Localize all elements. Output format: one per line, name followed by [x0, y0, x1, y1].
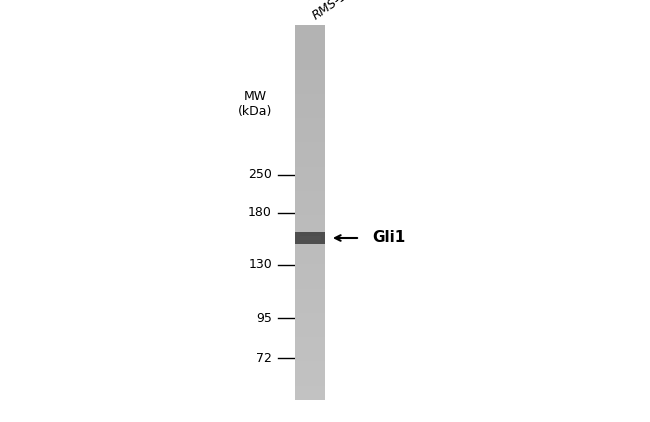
- Text: MW
(kDa): MW (kDa): [238, 90, 272, 118]
- Text: 130: 130: [248, 259, 272, 271]
- Text: 180: 180: [248, 206, 272, 219]
- Text: RMS-13: RMS-13: [310, 0, 357, 22]
- Text: Gli1: Gli1: [372, 230, 405, 246]
- Bar: [300, 235, 320, 241]
- Bar: [295, 232, 325, 244]
- Text: 95: 95: [256, 311, 272, 325]
- Text: 72: 72: [256, 352, 272, 365]
- Text: 250: 250: [248, 168, 272, 181]
